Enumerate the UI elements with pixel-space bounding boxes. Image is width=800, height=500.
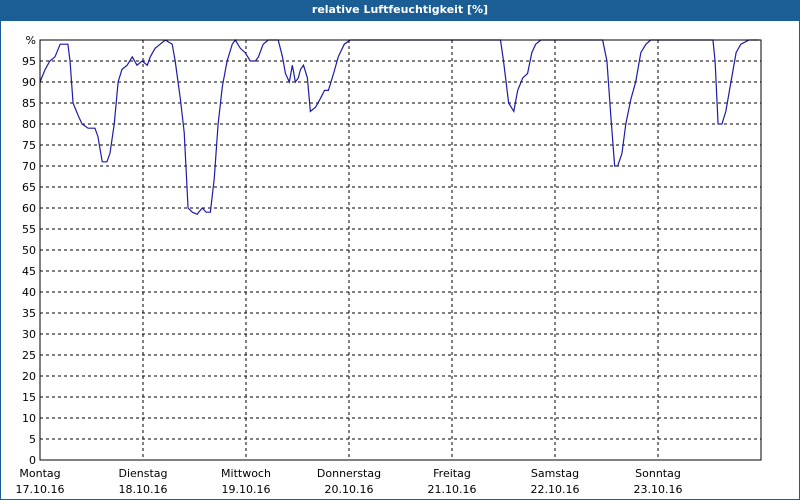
plot-border [39, 39, 762, 461]
y-tick-label: 75 [22, 139, 36, 152]
x-tick-label: Freitag [433, 467, 471, 480]
chart-title: relative Luftfeuchtigkeit [%] [312, 3, 488, 16]
x-tick-date: 20.10.16 [325, 483, 374, 496]
x-tick-label: Donnerstag [317, 467, 381, 480]
x-tick-date: 21.10.16 [428, 483, 477, 496]
x-tick-label: Dienstag [118, 467, 167, 480]
x-tick-label: Montag [19, 467, 60, 480]
y-tick-label: 0 [29, 454, 36, 467]
y-tick-label: 25 [22, 349, 36, 362]
y-tick-label: 60 [22, 202, 36, 215]
x-tick-label: Samstag [531, 467, 579, 480]
y-tick-label: 90 [22, 76, 36, 89]
y-tick-label: % [26, 34, 36, 47]
y-tick-label: 20 [22, 370, 36, 383]
y-tick-label: 40 [22, 286, 36, 299]
y-tick-label: 15 [22, 391, 36, 404]
x-tick-date: 23.10.16 [634, 483, 683, 496]
x-tick-date: 17.10.16 [16, 483, 65, 496]
x-tick-date: 22.10.16 [531, 483, 580, 496]
y-tick-label: 5 [29, 433, 36, 446]
y-tick-label: 30 [22, 328, 36, 341]
header-bar [0, 0, 800, 20]
data-line [39, 38, 759, 216]
y-tick-label: 10 [22, 412, 36, 425]
x-tick-date: 19.10.16 [222, 483, 271, 496]
x-tick-label: Mittwoch [221, 467, 271, 480]
y-tick-label: 85 [22, 97, 36, 110]
y-tick-label: 45 [22, 265, 36, 278]
y-tick-label: 65 [22, 181, 36, 194]
x-tick-date: 18.10.16 [119, 483, 168, 496]
y-tick-label: 95 [22, 55, 36, 68]
y-tick-label: 70 [22, 160, 36, 173]
y-tick-label: 35 [22, 307, 36, 320]
x-tick-label: Sonntag [635, 467, 681, 480]
y-tick-label: 55 [22, 223, 36, 236]
y-tick-label: 80 [22, 118, 36, 131]
y-tick-label: 50 [22, 244, 36, 257]
